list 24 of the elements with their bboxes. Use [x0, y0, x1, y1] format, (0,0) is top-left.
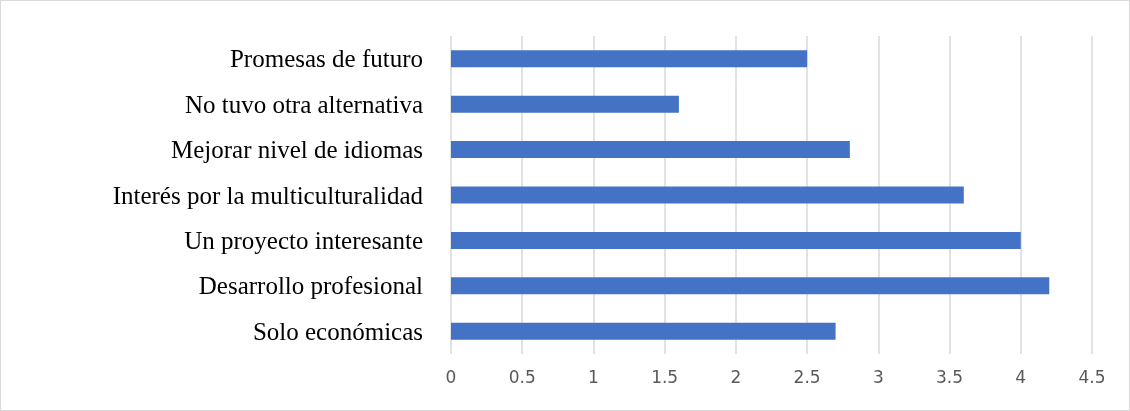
- y-tick-label: No tuvo otra alternativa: [184, 90, 423, 118]
- x-tick-label: 2: [730, 366, 742, 387]
- bar: [451, 186, 964, 204]
- y-tick-label: Mejorar nivel de idiomas: [170, 136, 423, 164]
- x-tick-label: 3: [872, 366, 884, 387]
- x-tick-label: 2.5: [793, 366, 821, 387]
- x-tick-label: 4: [1015, 366, 1027, 387]
- bar: [451, 277, 1050, 295]
- bar: [451, 322, 836, 340]
- y-tick-label: Solo económicas: [252, 317, 423, 345]
- x-tick-label: 4.5: [1078, 366, 1106, 387]
- x-tick-label: 1: [588, 366, 599, 387]
- x-tick-label: 0.5: [508, 366, 536, 387]
- x-tick-label: 0: [445, 366, 457, 387]
- y-tick-label: Desarrollo profesional: [198, 272, 424, 300]
- bar: [451, 231, 1021, 249]
- bar: [451, 95, 679, 113]
- x-tick-label: 3.5: [936, 366, 964, 387]
- x-tick-label: 1.5: [651, 366, 679, 387]
- y-tick-label: Un proyecto interesante: [184, 226, 423, 254]
- y-tick-label: Promesas de futuro: [229, 45, 423, 73]
- bar: [451, 141, 850, 159]
- y-tick-label: Interés por la multiculturalidad: [112, 181, 424, 209]
- bar: [451, 50, 808, 68]
